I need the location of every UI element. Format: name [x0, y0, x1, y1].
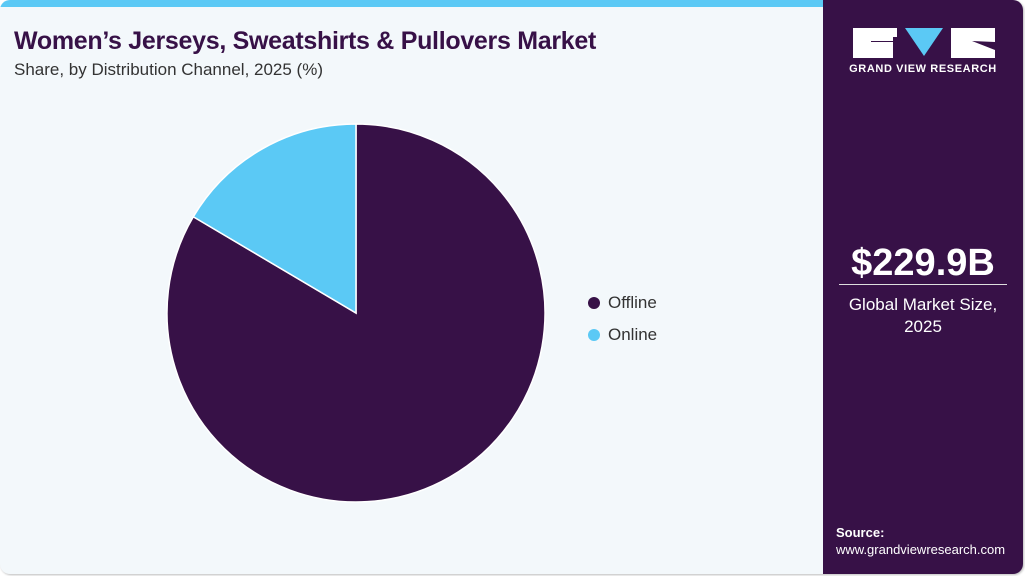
pie-chart — [166, 123, 546, 503]
chart-title: Women’s Jerseys, Sweatshirts & Pullovers… — [14, 27, 596, 55]
accent-bar — [0, 0, 823, 7]
caption-line-1: Global Market Size, — [848, 295, 998, 314]
legend: Offline Online — [588, 287, 657, 351]
gvr-logo-icon — [853, 28, 995, 58]
pie-slice-online — [192, 123, 357, 315]
chart-subtitle: Share, by Distribution Channel, 2025 (%) — [14, 60, 323, 79]
market-size-caption: Global Market Size, 2025 — [823, 294, 1023, 338]
sidebar: GRAND VIEW RESEARCH $229.9B Global Marke… — [823, 0, 1023, 574]
brand-name: GRAND VIEW RESEARCH — [849, 63, 997, 75]
source-url[interactable]: www.grandviewresearch.com — [836, 542, 1006, 557]
legend-dot-offline — [588, 297, 600, 309]
legend-label: Offline — [608, 293, 657, 312]
legend-label: Online — [608, 325, 658, 344]
legend-item-online: Online — [588, 319, 657, 351]
divider — [839, 284, 1007, 285]
caption-line-2: 2025 — [904, 317, 942, 336]
legend-dot-online — [588, 329, 600, 341]
market-size-value: $229.9B — [851, 242, 995, 284]
legend-item-offline: Offline — [588, 287, 657, 319]
source-label: Source: — [836, 525, 885, 540]
